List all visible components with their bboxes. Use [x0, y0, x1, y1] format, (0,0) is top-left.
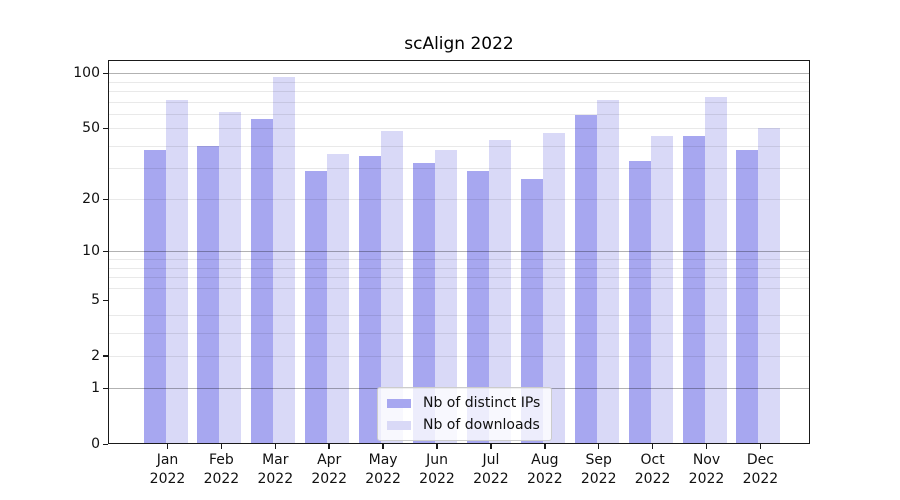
bar-downloads-aug — [542, 132, 565, 444]
gridline-minor-7 — [108, 276, 810, 278]
x-tick-nov — [705, 444, 708, 449]
x-tick-label-mar: Mar 2022 — [257, 452, 294, 487]
x-tick-label-jul: Jul 2022 — [473, 452, 509, 487]
bar-downloads-oct — [650, 136, 673, 444]
gridline-minor-2 — [108, 355, 810, 357]
gridline-minor-60 — [108, 113, 810, 115]
bar-distinct-ips-jun — [413, 163, 435, 444]
axis-spine-bottom — [108, 443, 810, 445]
gridline-minor-70 — [108, 101, 810, 103]
gridline-major-100 — [108, 73, 810, 75]
axis-spine-top — [108, 60, 810, 62]
y-tick-100 — [103, 72, 108, 75]
bar-distinct-ips-jul — [466, 170, 489, 444]
y-tick-label-10: 10 — [82, 243, 100, 260]
y-tick-label-2: 2 — [91, 347, 100, 364]
gridline-minor-8 — [108, 267, 810, 269]
x-tick-sep — [597, 444, 600, 449]
y-tick-label-5: 5 — [91, 292, 100, 309]
gridline-minor-6 — [108, 287, 810, 289]
x-tick-aug — [544, 444, 546, 449]
bar-downloads-nov — [704, 97, 727, 444]
legend: Nb of distinct IPs Nb of downloads — [377, 387, 553, 441]
bar-distinct-ips-oct — [628, 160, 651, 444]
legend-item-distinct-ips: Nb of distinct IPs — [387, 395, 540, 411]
gridline-minor-30 — [108, 168, 810, 170]
y-tick-20 — [103, 198, 108, 201]
bar-distinct-ips-sep — [574, 115, 597, 444]
x-tick-dec — [759, 444, 762, 449]
x-tick-label-dec: Dec 2022 — [742, 452, 779, 487]
bar-downloads-may — [381, 131, 404, 444]
bar-distinct-ips-mar — [251, 119, 274, 444]
x-tick-label-nov: Nov 2022 — [688, 452, 725, 487]
bar-distinct-ips-feb — [197, 145, 220, 444]
gridline-minor-4 — [108, 314, 810, 316]
legend-item-downloads: Nb of downloads — [387, 417, 540, 433]
x-tick-jan — [166, 444, 169, 449]
gridline-minor-40 — [108, 145, 810, 147]
gridline-minor-50 — [108, 128, 810, 130]
bar-distinct-ips-nov — [682, 136, 705, 444]
y-tick-label-20: 20 — [82, 191, 100, 208]
y-tick-50 — [103, 127, 108, 130]
bar-downloads-jul — [488, 139, 511, 444]
x-tick-mar — [274, 444, 277, 449]
legend-label-downloads: Nb of downloads — [423, 417, 540, 433]
legend-swatch-downloads — [387, 420, 411, 430]
bar-distinct-ips-aug — [520, 179, 543, 444]
x-tick-feb — [220, 444, 223, 449]
y-tick-label-0: 0 — [91, 436, 100, 452]
bar-downloads-sep — [596, 100, 619, 444]
bar-distinct-ips-may — [359, 156, 382, 444]
chart-title: scAlign 2022 — [404, 34, 514, 54]
bar-distinct-ips-apr — [305, 170, 328, 444]
x-tick-label-jun: Jun 2022 — [419, 452, 455, 487]
y-tick-10 — [103, 250, 108, 253]
gridline-minor-80 — [108, 90, 810, 92]
y-tick-label-1: 1 — [91, 380, 100, 397]
y-tick-label-50: 50 — [82, 120, 100, 137]
legend-swatch-distinct-ips — [387, 398, 411, 408]
x-tick-jun — [436, 444, 438, 449]
bar-downloads-apr — [327, 153, 350, 444]
gridline-minor-9 — [108, 259, 810, 260]
x-tick-label-jan: Jan 2022 — [149, 452, 186, 487]
y-tick-1 — [103, 387, 108, 390]
y-tick-5 — [103, 299, 108, 302]
plot-area: Nb of distinct IPs Nb of downloads 0 1 2 5 1… — [73, 60, 811, 487]
bar-downloads-jun — [435, 149, 457, 444]
bar-downloads-dec — [758, 128, 781, 444]
x-tick-label-feb: Feb 2022 — [203, 452, 240, 487]
legend-label-distinct-ips: Nb of distinct IPs — [423, 395, 541, 411]
y-tick-label-100: 100 — [73, 65, 100, 82]
x-tick-label-may: May 2022 — [365, 452, 401, 487]
x-tick-label-sep: Sep 2022 — [580, 452, 617, 487]
bar-downloads-jan — [165, 100, 188, 444]
x-tick-label-apr: Apr 2022 — [311, 452, 347, 487]
gridline-minor-20 — [108, 199, 810, 201]
axis-spine-left — [108, 60, 110, 444]
bar-distinct-ips-dec — [736, 149, 759, 444]
bar-downloads-mar — [273, 77, 296, 444]
y-tick-2 — [103, 355, 108, 357]
y-tick-0 — [103, 443, 108, 445]
x-tick-label-aug: Aug 2022 — [526, 452, 563, 487]
bar-distinct-ips-jan — [143, 149, 166, 444]
x-tick-oct — [651, 444, 654, 449]
axis-spine-right — [809, 60, 811, 444]
x-tick-apr — [328, 444, 330, 449]
bar-downloads-feb — [219, 112, 242, 444]
gridline-major-10 — [108, 251, 810, 253]
x-tick-may — [382, 444, 384, 449]
gridline-minor-3 — [108, 332, 810, 334]
x-tick-jul — [490, 444, 492, 449]
gridline-minor-90 — [108, 81, 810, 83]
x-tick-label-oct: Oct 2022 — [634, 452, 671, 487]
